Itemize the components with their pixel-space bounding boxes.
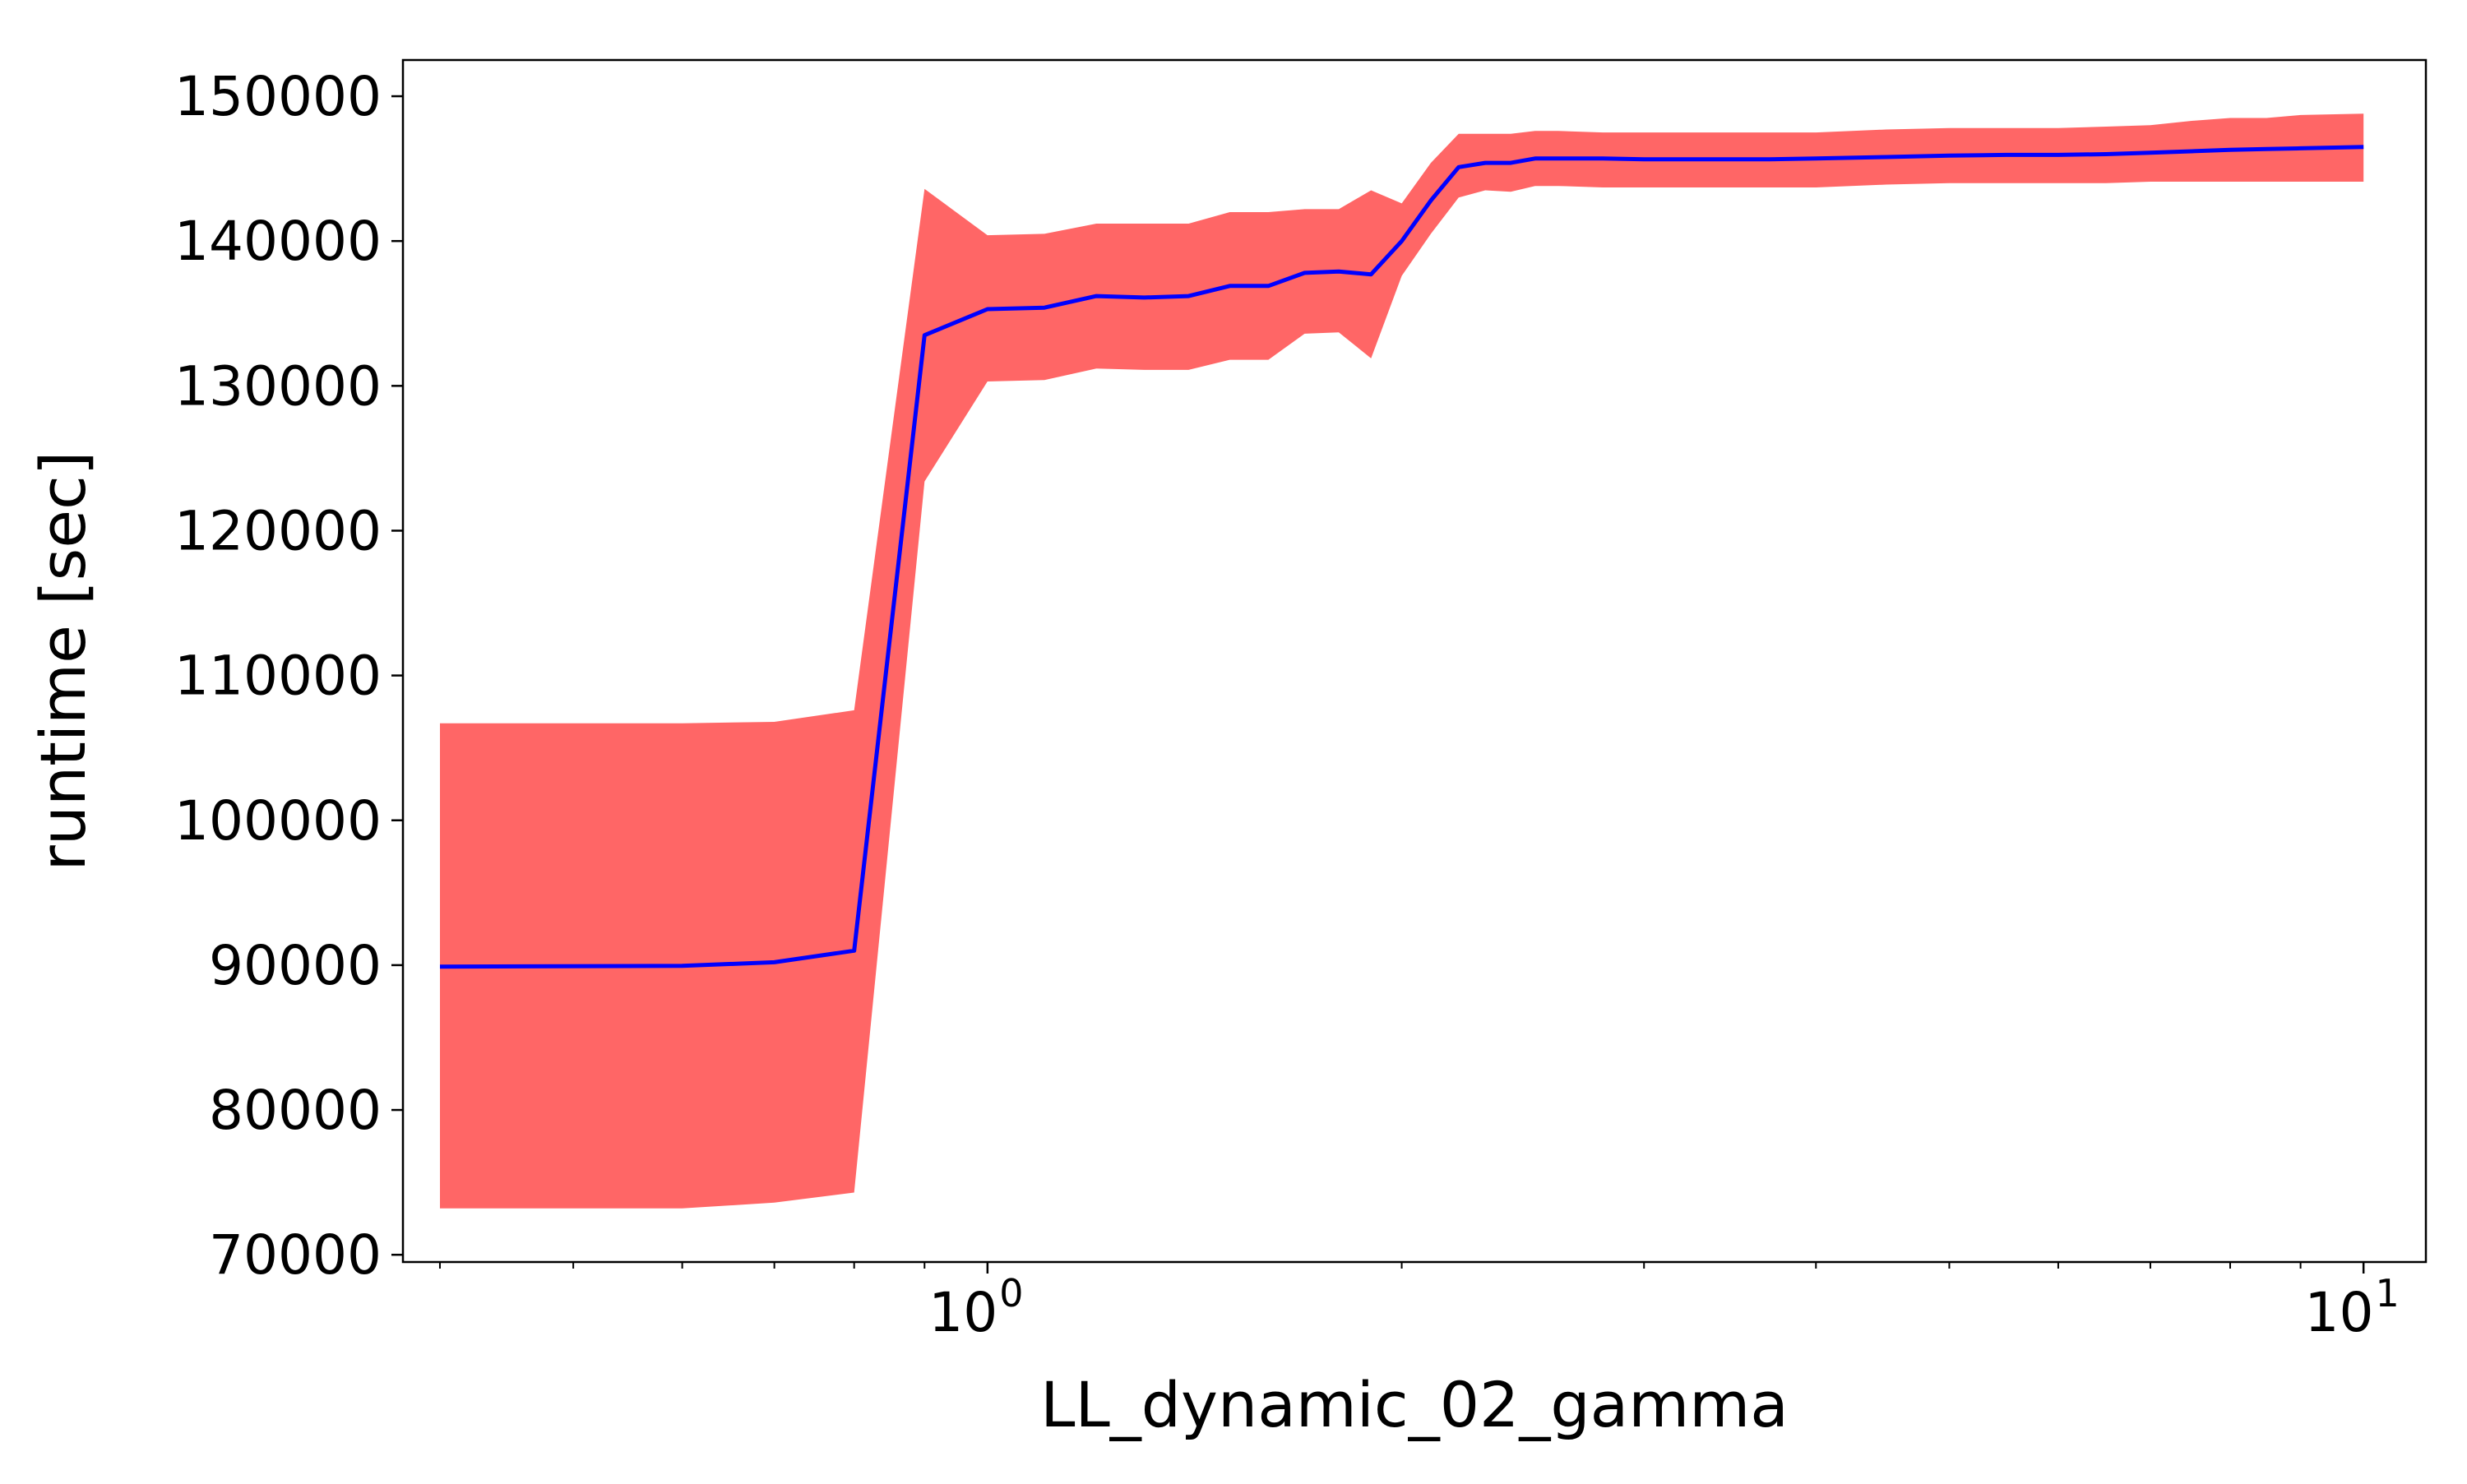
y-tick-label: 120000 [174, 499, 382, 562]
mean-line-layer [439, 145, 2364, 969]
y-axis-ticks: 70000 80000 90000 100000 110000 120000 130000 1… [174, 65, 403, 1287]
y-tick-label: 80000 [209, 1079, 382, 1142]
y-axis-label: runtime [sec] [26, 451, 100, 871]
x-axis-label: LL_dynamic_02_gamma [1040, 1368, 1789, 1441]
y-tick-label: 100000 [174, 789, 382, 853]
y-tick-label: 90000 [209, 934, 382, 997]
y-tick-label: 70000 [209, 1223, 382, 1287]
x-tick-label: 101 [2305, 1271, 2400, 1344]
plot-frame [401, 58, 2428, 1264]
y-tick-label: 150000 [174, 65, 382, 128]
confidence-band-layer [440, 113, 2364, 1209]
x-tick-label: 100 [928, 1271, 1023, 1344]
mean-runtime-line [439, 145, 2364, 969]
std-band-area [440, 113, 2364, 1209]
y-tick-label: 140000 [174, 210, 382, 273]
y-tick-label: 130000 [174, 354, 382, 418]
x-axis-ticks: 100 101 [438, 1262, 2400, 1344]
y-tick-label: 110000 [174, 645, 382, 708]
